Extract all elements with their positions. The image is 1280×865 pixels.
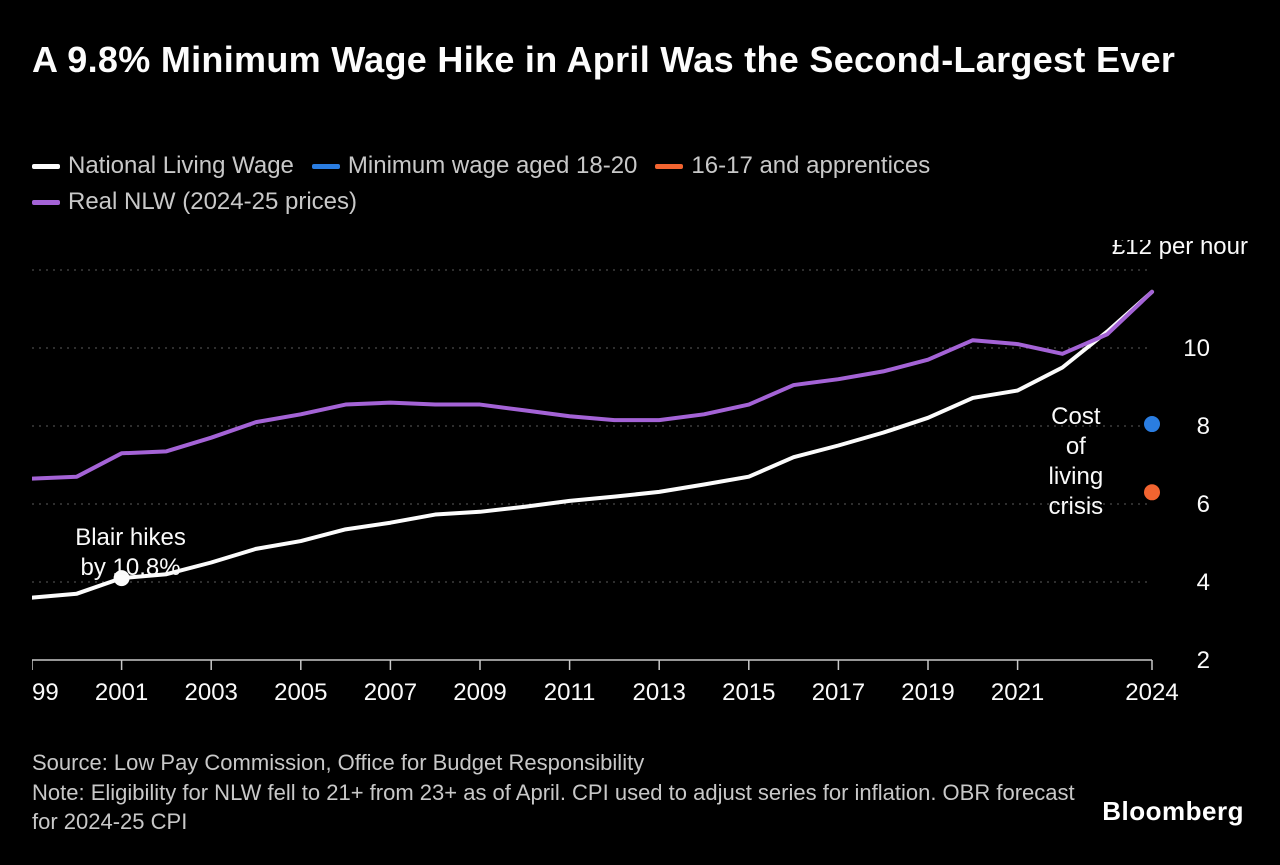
legend-swatch bbox=[312, 164, 340, 169]
svg-text:2003: 2003 bbox=[185, 679, 238, 706]
svg-text:2013: 2013 bbox=[633, 679, 686, 706]
chart-title: A 9.8% Minimum Wage Hike in April Was th… bbox=[32, 38, 1240, 81]
legend-swatch bbox=[655, 164, 683, 169]
legend-swatch bbox=[32, 164, 60, 169]
svg-text:1999: 1999 bbox=[32, 679, 59, 706]
svg-text:2024: 2024 bbox=[1125, 679, 1178, 706]
footer-note: Note: Eligibility for NLW fell to 21+ fr… bbox=[32, 778, 1080, 837]
svg-text:of: of bbox=[1066, 433, 1086, 460]
svg-text:crisis: crisis bbox=[1049, 493, 1104, 520]
legend-item: National Living Wage bbox=[32, 148, 294, 184]
svg-text:2017: 2017 bbox=[812, 679, 865, 706]
svg-text:2011: 2011 bbox=[544, 679, 596, 706]
legend-item: Real NLW (2024-25 prices) bbox=[32, 184, 357, 220]
svg-text:2005: 2005 bbox=[274, 679, 327, 706]
svg-text:2021: 2021 bbox=[991, 679, 1044, 706]
svg-text:2015: 2015 bbox=[722, 679, 775, 706]
svg-text:4: 4 bbox=[1197, 569, 1210, 596]
svg-text:Blair hikes: Blair hikes bbox=[75, 524, 186, 551]
svg-text:by 10.8%: by 10.8% bbox=[81, 554, 181, 581]
chart-footer: Source: Low Pay Commission, Office for B… bbox=[32, 748, 1080, 837]
svg-text:2: 2 bbox=[1197, 647, 1210, 674]
legend-swatch bbox=[32, 200, 60, 205]
footer-source: Source: Low Pay Commission, Office for B… bbox=[32, 748, 1080, 778]
svg-text:£12 per hour: £12 per hour bbox=[1112, 240, 1248, 260]
svg-text:6: 6 bbox=[1197, 491, 1210, 518]
svg-text:living: living bbox=[1048, 463, 1103, 490]
legend-label: National Living Wage bbox=[68, 148, 294, 184]
svg-text:10: 10 bbox=[1183, 335, 1210, 362]
legend-item: Minimum wage aged 18-20 bbox=[312, 148, 638, 184]
svg-text:8: 8 bbox=[1197, 413, 1210, 440]
legend-label: 16-17 and apprentices bbox=[691, 148, 930, 184]
svg-text:2009: 2009 bbox=[453, 679, 506, 706]
svg-text:2019: 2019 bbox=[901, 679, 954, 706]
svg-text:Cost: Cost bbox=[1051, 403, 1101, 430]
chart-legend: National Living Wage Minimum wage aged 18… bbox=[32, 148, 1240, 220]
brand-label: Bloomberg bbox=[1102, 796, 1244, 827]
chart-area: 1999 2001 2003 2005 2007 2009 2011 2013 2015 2017… bbox=[32, 240, 1248, 720]
svg-text:2007: 2007 bbox=[364, 679, 417, 706]
legend-label: Minimum wage aged 18-20 bbox=[348, 148, 638, 184]
svg-text:2001: 2001 bbox=[95, 679, 148, 706]
legend-label: Real NLW (2024-25 prices) bbox=[68, 184, 357, 220]
legend-item: 16-17 and apprentices bbox=[655, 148, 930, 184]
